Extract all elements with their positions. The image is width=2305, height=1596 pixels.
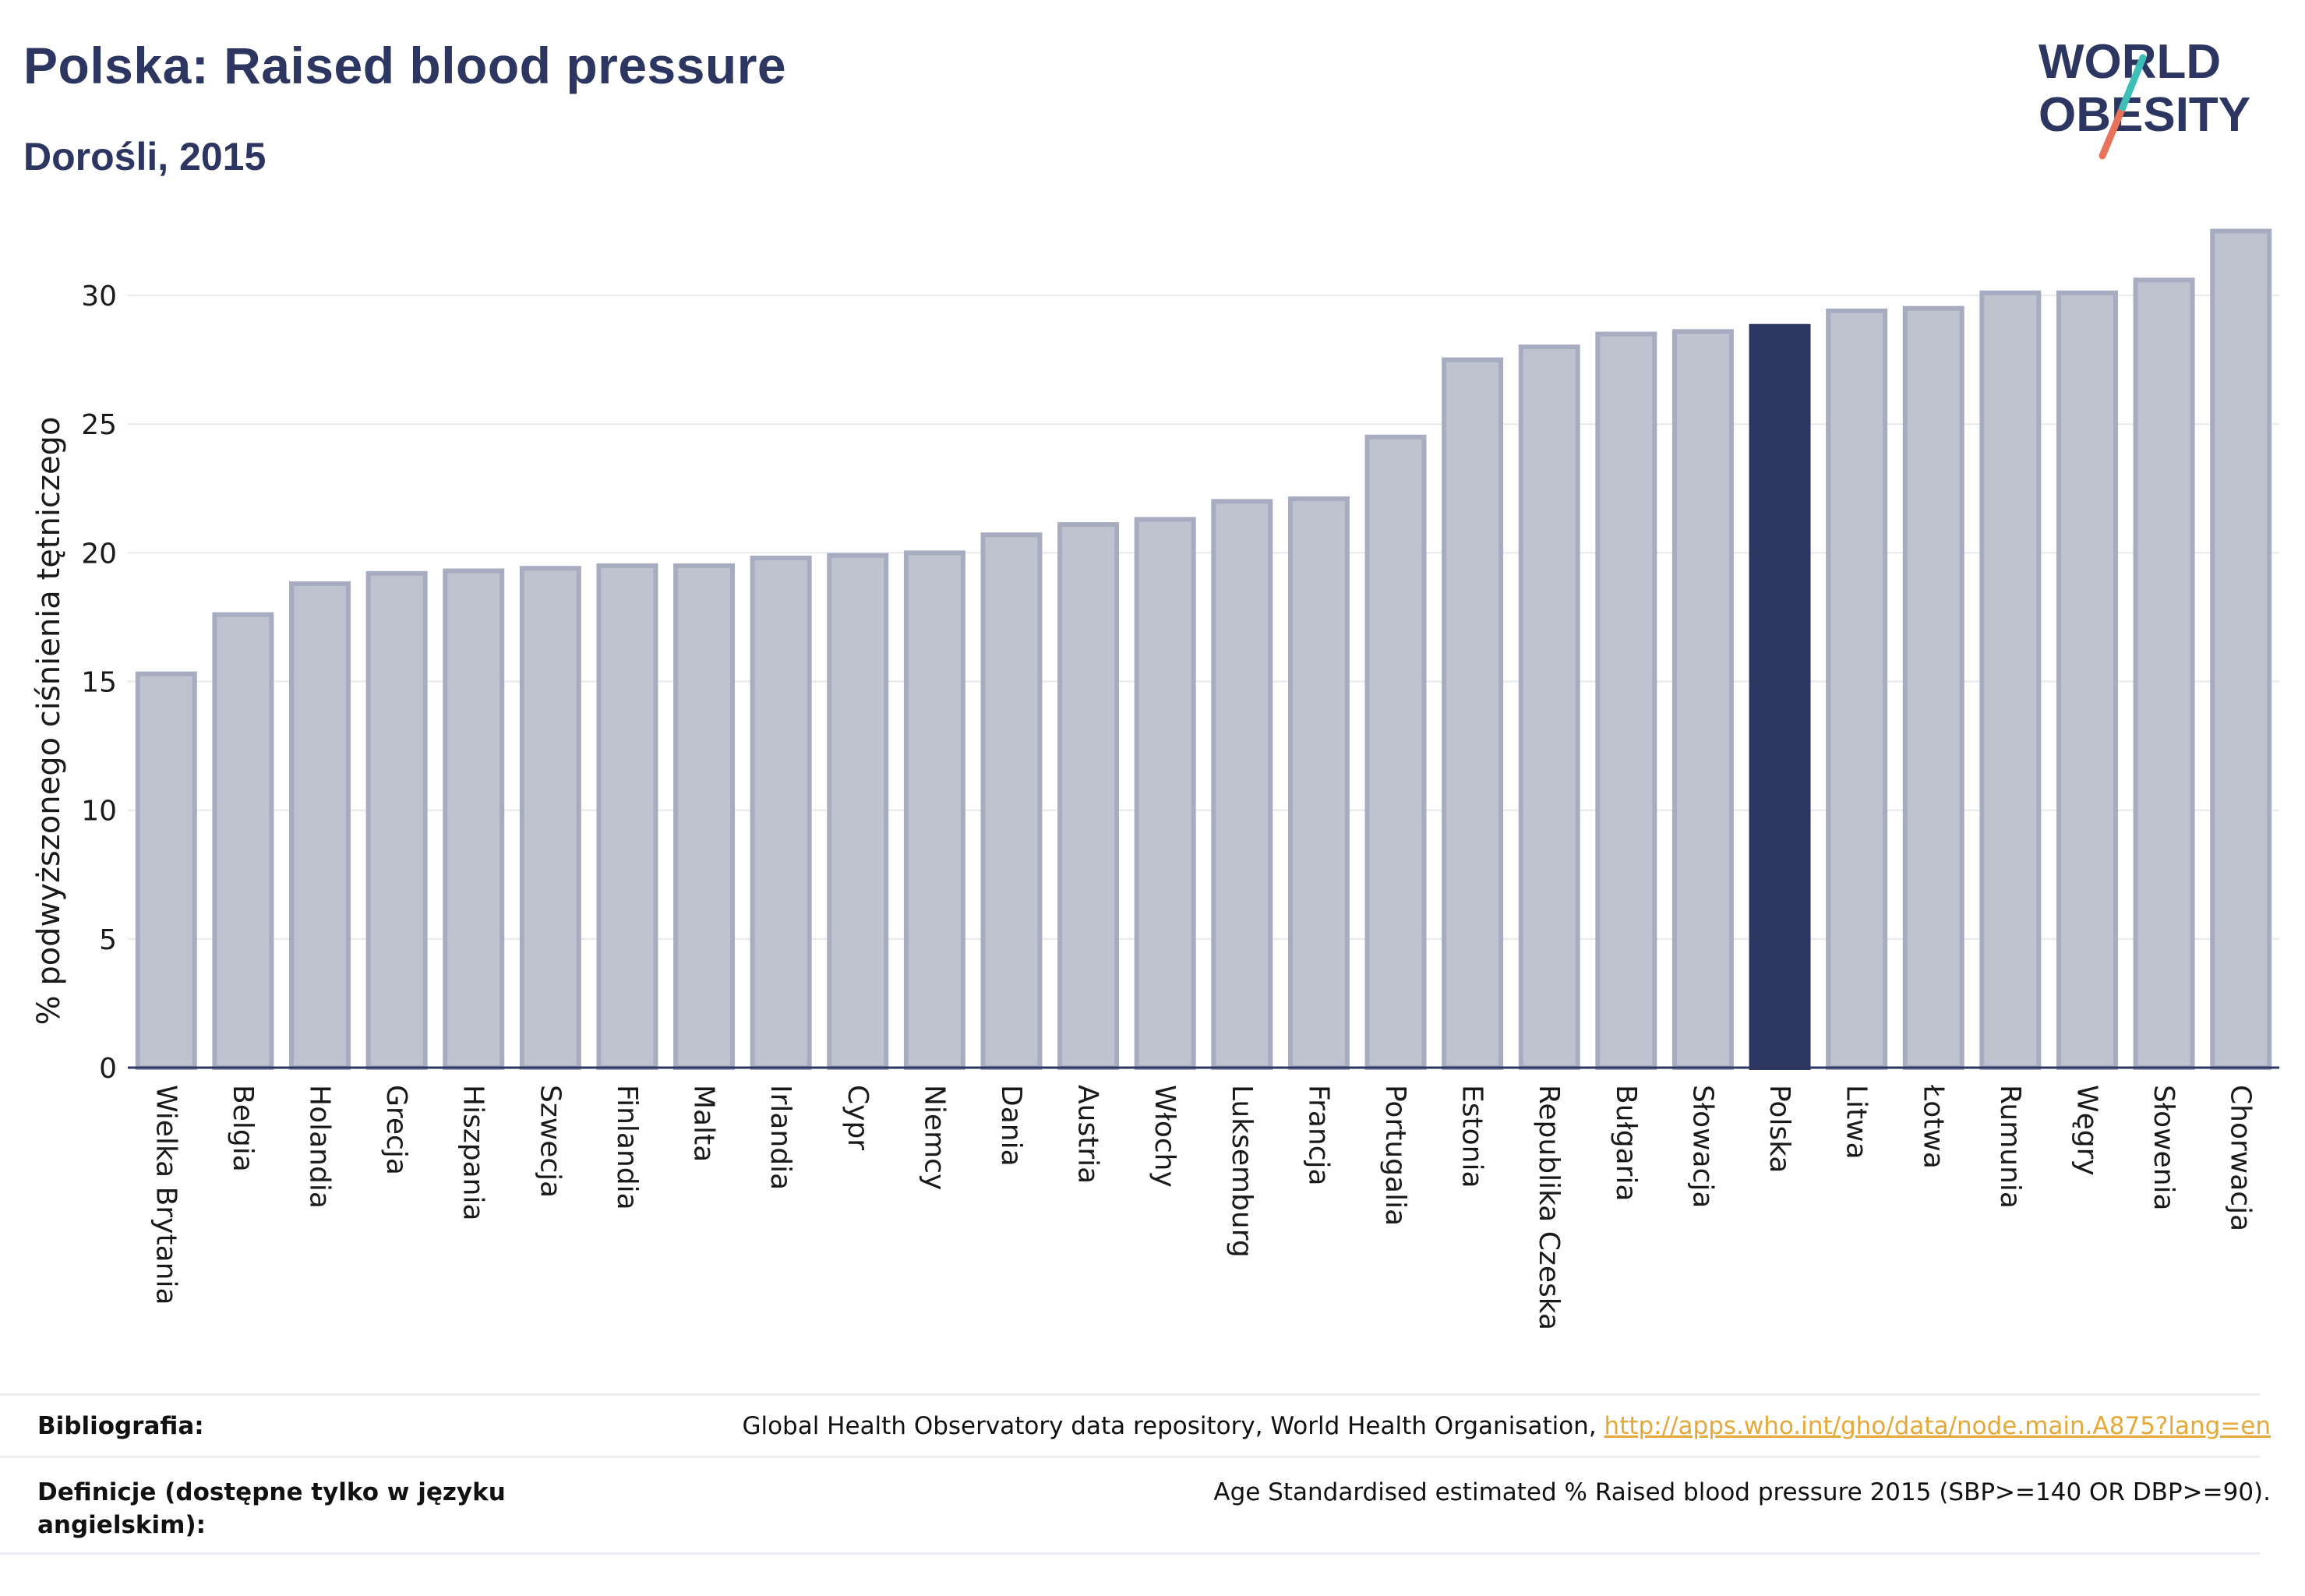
bar	[135, 671, 197, 1070]
x-category-label: Polska	[1763, 1085, 1795, 1173]
bar	[1826, 308, 1888, 1070]
bibliography-row: Bibliografia: Global Health Observatory …	[23, 1412, 2283, 1451]
bar	[1057, 522, 1120, 1070]
definitions-label-line2: angielskim):	[37, 1511, 206, 1539]
bar	[2133, 277, 2195, 1071]
world-obesity-logo: WORLD OBESITY	[2026, 23, 2291, 164]
bar	[903, 550, 965, 1070]
bar	[1902, 305, 1964, 1070]
y-tick-label: 0	[99, 1053, 117, 1085]
x-category-label: Finlandia	[611, 1085, 643, 1210]
bar-highlight	[1749, 323, 1811, 1070]
x-category-label: Malta	[688, 1085, 720, 1162]
chart-title: Polska: Raised blood pressure	[23, 37, 787, 94]
x-category-label: Francja	[1302, 1085, 1334, 1186]
x-category-label: Słowacja	[1686, 1085, 1718, 1208]
x-category-label: Holandia	[304, 1085, 336, 1209]
chart-subtitle: Dorośli, 2015	[23, 135, 267, 178]
definitions-label-line1: Definicje (dostępne tylko w języku	[37, 1478, 506, 1506]
bar	[2210, 228, 2272, 1070]
x-category-label: Republika Czeska	[1533, 1085, 1565, 1330]
bar	[2056, 290, 2118, 1070]
y-tick-label: 20	[81, 538, 117, 570]
x-category-label: Luksemburg	[1226, 1085, 1258, 1258]
definitions-label: Definicje (dostępne tylko w języku angie…	[37, 1476, 506, 1541]
x-category-label: Rumunia	[1994, 1085, 2026, 1209]
bar	[443, 568, 505, 1070]
footer-divider-bottom	[0, 1552, 2260, 1555]
x-category-label: Hiszpania	[457, 1085, 489, 1221]
bar	[1364, 434, 1427, 1070]
logo-line1: WORLD	[2038, 35, 2221, 89]
y-tick-label: 25	[81, 409, 117, 441]
bars	[128, 228, 2279, 1071]
y-tick-label: 30	[81, 281, 117, 312]
y-tick-label: 15	[81, 667, 117, 699]
x-category-label: Belgia	[227, 1085, 259, 1172]
x-category-label: Austria	[1072, 1085, 1104, 1184]
footer-divider-middle	[0, 1456, 2260, 1458]
logo-slash-top	[2119, 54, 2147, 111]
bar	[673, 563, 736, 1070]
bibliography-value: Global Health Observatory data repositor…	[742, 1412, 2271, 1440]
y-axis-title: % podwyższonego ciśnienia tętniczego	[31, 417, 67, 1026]
x-category-label: Litwa	[1841, 1085, 1873, 1160]
logo-line2: OBESITY	[2038, 88, 2250, 142]
x-category-label: Niemcy	[918, 1085, 950, 1190]
bar	[212, 612, 274, 1070]
y-tick-labels: 0 5 10 15 20 25 30	[81, 281, 117, 1085]
definitions-text: Age Standardised estimated % Raised bloo…	[1213, 1478, 2271, 1506]
bar	[289, 581, 351, 1070]
bar	[519, 566, 581, 1070]
bar-chart: 0 5 10 15 20 25 30 Wielka Brytania Belgia Holand…	[31, 228, 2279, 1330]
x-category-labels: Wielka Brytania Belgia Holandia Grecja Hiszp…	[150, 1084, 2256, 1330]
x-category-label: Szwecja	[534, 1085, 566, 1198]
x-category-label: Wielka Brytania	[150, 1085, 182, 1305]
y-tick-label: 5	[99, 924, 117, 956]
x-category-label: Łotwa	[1917, 1084, 1949, 1169]
x-category-label: Cypr	[842, 1085, 874, 1150]
logo-slash-bottom	[2099, 104, 2127, 160]
bar	[1979, 290, 2042, 1070]
bar	[1671, 329, 1734, 1071]
x-category-label: Bułgaria	[1610, 1085, 1642, 1202]
bar	[1518, 344, 1580, 1071]
bar	[1211, 499, 1273, 1070]
bar	[1287, 496, 1350, 1070]
definitions-row: Definicje (dostępne tylko w języku angie…	[23, 1476, 2283, 1546]
x-category-label: Estonia	[1456, 1085, 1488, 1188]
footer-divider-top	[0, 1393, 2260, 1396]
x-category-label: Dania	[995, 1085, 1027, 1167]
x-category-label: Chorwacja	[2225, 1085, 2257, 1231]
bar	[750, 556, 812, 1070]
bibliography-label: Bibliografia:	[37, 1412, 204, 1440]
y-tick-label: 10	[81, 796, 117, 828]
bar	[980, 532, 1043, 1070]
x-category-label: Portugalia	[1379, 1085, 1411, 1226]
x-category-label: Irlandia	[764, 1085, 796, 1190]
bar	[827, 553, 889, 1070]
x-category-label: Słowenia	[2148, 1085, 2180, 1211]
x-category-label: Włochy	[1149, 1085, 1181, 1188]
bibliography-link[interactable]: http://apps.who.int/gho/data/node.main.A…	[1604, 1412, 2271, 1440]
bibliography-text: Global Health Observatory data repositor…	[742, 1412, 1604, 1440]
bar	[365, 570, 428, 1070]
x-category-label: Grecja	[380, 1085, 412, 1175]
bar	[1442, 357, 1504, 1070]
bar	[1595, 331, 1657, 1070]
bar	[1134, 517, 1196, 1070]
x-category-label: Węgry	[2070, 1085, 2102, 1176]
bar	[596, 563, 658, 1070]
